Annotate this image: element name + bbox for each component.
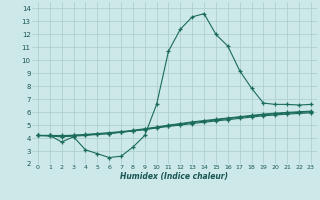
- X-axis label: Humidex (Indice chaleur): Humidex (Indice chaleur): [120, 172, 228, 181]
